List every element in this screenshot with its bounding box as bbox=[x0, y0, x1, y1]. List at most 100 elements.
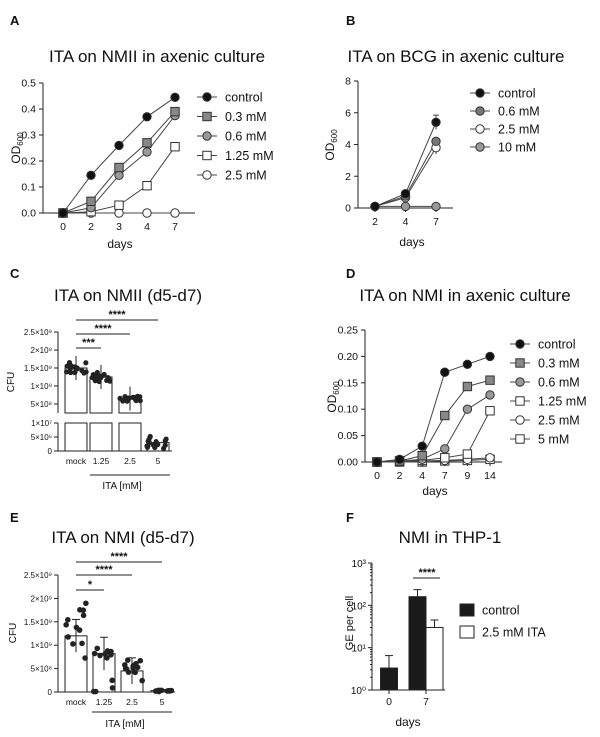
significance-stars: **** bbox=[110, 551, 128, 563]
legend-label: 2.5 mM bbox=[498, 123, 540, 137]
data-point bbox=[431, 117, 441, 127]
legend-label: 2.5 mM bbox=[225, 169, 267, 183]
data-point bbox=[80, 612, 87, 619]
data-point bbox=[64, 617, 71, 623]
x-tick-label: 2 bbox=[88, 221, 94, 233]
data-point bbox=[86, 170, 96, 181]
data-point bbox=[142, 147, 152, 157]
legend-label: 2.5 mM bbox=[538, 414, 580, 428]
ylabel-a: OD600 bbox=[9, 132, 25, 164]
x-tick-label: 9 bbox=[464, 470, 470, 482]
data-point bbox=[170, 92, 180, 103]
data-point bbox=[94, 645, 101, 652]
y-tick-label: 2.5×10⁹ bbox=[24, 328, 52, 337]
bar bbox=[408, 596, 427, 691]
data-point bbox=[139, 677, 145, 684]
significance-stars: **** bbox=[418, 567, 436, 579]
significance-stars: **** bbox=[108, 309, 126, 321]
panel-f-plot: 10⁰ 10¹ 10² 10³ 0 7 **** control 2.5 mM ITA bbox=[351, 559, 546, 708]
data-point bbox=[462, 404, 473, 414]
data-point bbox=[114, 140, 124, 151]
legend-marker bbox=[202, 131, 212, 141]
panel-label-a: A bbox=[10, 13, 20, 28]
y-tick-label: 10³ bbox=[352, 559, 367, 570]
y-tick-label: 0.10 bbox=[338, 404, 359, 416]
legend-marker bbox=[515, 358, 525, 368]
data-point bbox=[154, 687, 161, 694]
significance-stars: *** bbox=[82, 337, 96, 349]
series-line bbox=[376, 379, 491, 463]
data-point bbox=[431, 201, 441, 212]
y-tick-label: 1×10⁹ bbox=[31, 641, 52, 650]
xlabel-a: days bbox=[107, 237, 132, 251]
data-point bbox=[134, 664, 141, 671]
data-point bbox=[440, 367, 450, 377]
data-point bbox=[137, 657, 144, 664]
chart-title-e: ITA on NMI (d5-d7) bbox=[51, 528, 194, 547]
y-tick-label: 0.5 bbox=[21, 78, 36, 90]
data-point bbox=[131, 394, 137, 401]
x-tick-label: 2.5 bbox=[124, 456, 136, 466]
data-point bbox=[86, 196, 96, 207]
legend-marker bbox=[515, 339, 525, 349]
data-point bbox=[91, 650, 98, 657]
xlabel-e: ITA [mM] bbox=[105, 719, 144, 730]
data-point bbox=[440, 444, 450, 454]
data-point bbox=[166, 688, 173, 694]
y-tick-label: 10⁰ bbox=[351, 686, 366, 697]
x-tick-label: 0 bbox=[386, 696, 392, 708]
y-tick-label: 2.5×10⁹ bbox=[24, 571, 52, 580]
y-tick-label: 2×10⁹ bbox=[31, 346, 52, 355]
data-point bbox=[126, 395, 132, 401]
xlabel-c: ITA [mM] bbox=[102, 481, 141, 492]
legend-marker bbox=[515, 434, 525, 444]
data-point bbox=[142, 208, 152, 218]
chart-title-b: ITA on BCG in axenic culture bbox=[347, 47, 564, 66]
data-point bbox=[83, 360, 89, 366]
bar-lower bbox=[64, 422, 88, 452]
data-point bbox=[79, 640, 85, 647]
data-point bbox=[153, 439, 159, 445]
data-point bbox=[462, 381, 473, 392]
data-point bbox=[161, 445, 167, 451]
data-point bbox=[92, 688, 99, 695]
data-point bbox=[63, 622, 69, 628]
x-tick-label: 3 bbox=[116, 221, 122, 233]
ylabel-d: OD600 bbox=[325, 381, 341, 413]
y-tick-label: 0 bbox=[345, 203, 351, 215]
data-point bbox=[97, 652, 103, 659]
bar-lower bbox=[89, 422, 113, 452]
data-point bbox=[79, 367, 85, 374]
y-tick-label: 0.3 bbox=[21, 130, 36, 142]
xlabel-f: days bbox=[395, 715, 420, 729]
data-point bbox=[114, 200, 124, 210]
ylabel-e: CFU bbox=[8, 623, 19, 644]
data-point bbox=[400, 201, 411, 212]
data-point bbox=[142, 181, 152, 191]
series-line bbox=[376, 394, 491, 463]
panel-a-plot: 0.0 0.1 0.2 0.3 0.4 0.5 0 2 3 4 7 control 0.3 mM 0.6 … bbox=[21, 78, 273, 234]
y-tick-label: 0.15 bbox=[338, 377, 359, 389]
legend-label: control bbox=[482, 604, 520, 618]
x-tick-label: 5 bbox=[160, 697, 165, 707]
data-point bbox=[130, 665, 136, 671]
data-point bbox=[170, 208, 180, 218]
x-tick-label: 7 bbox=[172, 221, 178, 233]
series-line bbox=[62, 111, 176, 214]
data-point bbox=[83, 600, 89, 607]
data-point bbox=[124, 657, 131, 663]
x-tick-label: 2.5 bbox=[126, 697, 138, 707]
data-point bbox=[74, 366, 80, 372]
ylabel-c: CFU bbox=[6, 372, 17, 393]
x-tick-label: 7 bbox=[433, 216, 439, 228]
data-point bbox=[65, 634, 71, 640]
data-point bbox=[417, 450, 427, 461]
legend-marker bbox=[202, 111, 212, 122]
legend-marker bbox=[475, 142, 485, 152]
data-point bbox=[400, 189, 411, 199]
panel-label-d: D bbox=[346, 266, 355, 281]
data-point bbox=[485, 390, 495, 400]
y-tick-label: 6 bbox=[345, 107, 351, 119]
chart-title-f: NMI in THP-1 bbox=[399, 528, 502, 547]
legend-marker bbox=[475, 88, 485, 98]
